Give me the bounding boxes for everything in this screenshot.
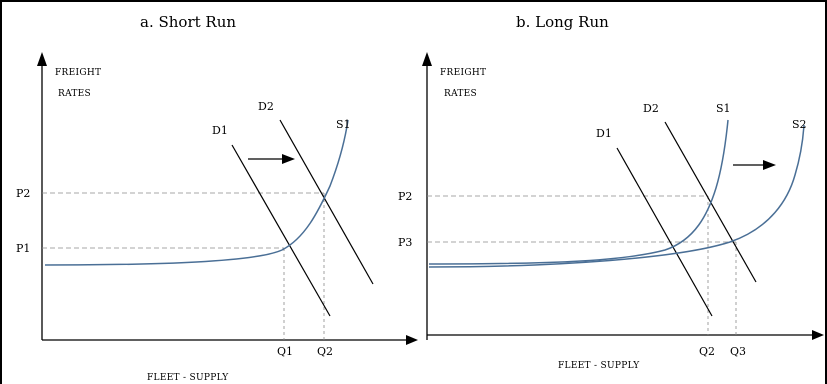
panel-b: b. Long Run FREIGHT RATES FLEET - SUPPLY… <box>398 13 824 371</box>
panel-b-x-label: FLEET - SUPPLY <box>558 361 640 371</box>
panel-a-d2-curve <box>279 119 374 285</box>
panel-b-d1-label: D1 <box>596 127 612 140</box>
panel-a-x-label: FLEET - SUPPLY <box>147 373 229 383</box>
panel-a-s1-curve <box>44 119 349 266</box>
panel-b-y-axis-arrow-icon <box>422 52 432 66</box>
panel-b-x-axis-arrow-icon <box>812 330 824 340</box>
panel-a-p2-tick: P2 <box>16 187 30 200</box>
panel-b-p3-tick: P3 <box>398 236 412 249</box>
panel-b-q2-tick: Q2 <box>699 345 715 358</box>
panel-a-s1-label: S1 <box>336 118 351 131</box>
panel-b-title: b. Long Run <box>516 13 609 31</box>
panel-a-title: a. Short Run <box>140 13 236 31</box>
panel-a-d2-label: D2 <box>258 100 274 113</box>
panel-a-p1-tick: P1 <box>16 242 30 255</box>
arrow-right-icon <box>282 154 295 164</box>
panel-a-y-label-line2: RATES <box>58 89 91 99</box>
panel-a-q2-tick: Q2 <box>317 345 333 358</box>
panel-a-d1-curve <box>231 144 331 317</box>
panel-a: a. Short Run FREIGHT RATES FLEET - SUPPL… <box>16 13 418 383</box>
panel-a-q1-tick: Q1 <box>277 345 293 358</box>
panel-a-y-axis-arrow-icon <box>37 52 47 66</box>
panel-b-q3-tick: Q3 <box>730 345 746 358</box>
panel-b-d2-label: D2 <box>643 102 659 115</box>
arrow-right-icon <box>763 160 776 170</box>
panel-b-y-label-line2: RATES <box>444 89 477 99</box>
panel-b-s2-label: S2 <box>792 118 807 131</box>
panel-a-x-axis-arrow-icon <box>406 335 418 345</box>
panel-b-y-label-line1: FREIGHT <box>440 68 486 78</box>
panel-a-y-label-line1: FREIGHT <box>55 68 101 78</box>
panel-b-p2-tick: P2 <box>398 190 412 203</box>
panel-b-s1-label: S1 <box>716 102 731 115</box>
panel-b-d1-curve <box>616 147 713 317</box>
panel-b-s2-curve <box>428 124 805 268</box>
panel-a-d1-label: D1 <box>212 124 228 137</box>
panel-b-s1-curve <box>428 119 729 265</box>
